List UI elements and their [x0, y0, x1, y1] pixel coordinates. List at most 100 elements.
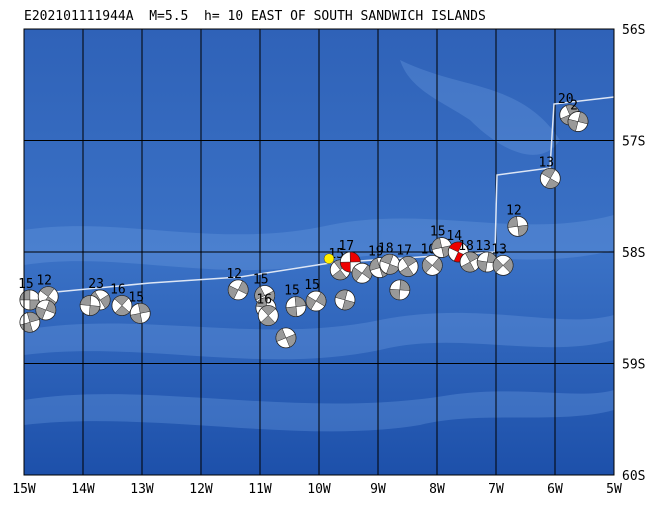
depth-label: 13: [491, 242, 507, 257]
depth-label: 19: [368, 245, 384, 260]
compression-quadrant: [517, 224, 529, 237]
compression-quadrant: [351, 266, 363, 282]
compression-quadrant: [254, 286, 266, 301]
focal-mechanism: [351, 262, 373, 284]
compression-quadrant: [334, 289, 348, 301]
lon-label: 5W: [606, 482, 622, 497]
compression-quadrant: [342, 299, 355, 311]
compression-quadrant: [79, 295, 92, 306]
lon-label: 9W: [370, 482, 386, 497]
depth-label: 23: [88, 277, 104, 292]
depth-label: 2: [570, 99, 578, 114]
depth-label: 18: [378, 241, 394, 256]
lon-label: 15W: [12, 482, 36, 497]
compression-quadrant: [507, 216, 519, 228]
map-frame: [23, 28, 615, 476]
focal-mechanism: 15: [128, 290, 151, 324]
focal-mechanism: 2: [567, 99, 589, 132]
compression-quadrant: [422, 258, 433, 274]
focal-mechanism: 13: [538, 155, 561, 189]
depth-label: 13: [475, 239, 491, 254]
compression-quadrant: [19, 289, 31, 301]
map-title: E202101111944A M=5.5 h= 10 EAST OF SOUTH…: [24, 9, 486, 24]
focal-mechanism: [275, 327, 297, 349]
depth-label: 15: [284, 284, 300, 299]
compression-quadrant: [399, 266, 414, 277]
depth-label: 17: [396, 243, 412, 258]
depth-label: 15: [253, 272, 269, 287]
focal-mechanism: 13: [491, 242, 514, 276]
focal-mechanism: 15: [18, 277, 41, 311]
focal-mechanism: 15: [430, 225, 453, 258]
focal-mechanism: 13: [475, 239, 498, 273]
lat-label: 58S: [622, 246, 645, 261]
compression-quadrant: [255, 297, 268, 309]
focal-mechanism: 17: [396, 243, 419, 277]
epicenter: [323, 253, 335, 264]
compression-quadrant: [39, 286, 55, 297]
lon-label: 12W: [189, 482, 213, 497]
compression-quadrant: [35, 306, 47, 320]
focal-mechanism: [19, 311, 41, 333]
compression-quadrant: [294, 296, 307, 307]
compression-quadrant: [340, 261, 351, 273]
compression-quadrant: [399, 279, 411, 291]
lat-label: 60S: [622, 469, 645, 484]
focal-mechanism: 12: [506, 203, 529, 237]
depth-label: 16: [110, 283, 126, 298]
focal-mechanism: [334, 289, 356, 311]
depth-label: 15: [430, 225, 446, 240]
focal-mechanism: 16: [256, 293, 279, 326]
focal-mechanism: 16: [110, 283, 133, 316]
compression-quadrant: [349, 251, 361, 263]
depth-label: 15: [18, 277, 34, 292]
compression-quadrant: [431, 237, 443, 250]
compression-quadrant: [402, 256, 417, 267]
compression-quadrant: [305, 295, 317, 310]
compression-quadrant: [389, 288, 401, 301]
depth-label: 13: [538, 155, 554, 170]
compression-quadrant: [285, 306, 298, 317]
lon-label: 14W: [71, 482, 95, 497]
focal-mechanism: 15: [284, 284, 307, 318]
depth-label: 18: [458, 239, 474, 254]
lat-label: 57S: [622, 135, 645, 150]
depth-label: 12: [506, 203, 522, 218]
focal-mechanism: 18: [378, 241, 401, 275]
compression-quadrant: [275, 328, 287, 342]
compression-quadrant: [19, 321, 33, 333]
lon-label: 7W: [488, 482, 504, 497]
compression-quadrant: [565, 104, 580, 116]
compression-quadrant: [431, 257, 443, 273]
compression-quadrant: [227, 285, 239, 300]
focal-mechanism: 17: [338, 239, 361, 273]
compression-quadrant: [460, 261, 476, 273]
compression-quadrant: [130, 313, 143, 324]
compression-quadrant: [567, 118, 579, 132]
plate-boundary: [23, 96, 615, 296]
focal-mechanism: 12: [226, 267, 249, 301]
focal-mechanism: [389, 279, 411, 301]
depth-label: 12: [226, 267, 242, 282]
compression-quadrant: [448, 241, 463, 253]
lat-label: 56S: [622, 23, 645, 38]
depth-label: 17: [338, 239, 354, 254]
compression-quadrant: [502, 258, 514, 273]
compression-quadrant: [315, 292, 327, 307]
compression-quadrant: [114, 305, 130, 316]
compression-quadrant: [99, 294, 111, 309]
focal-mechanism: [79, 295, 101, 316]
compression-quadrant: [369, 257, 381, 271]
compression-quadrant: [114, 295, 129, 306]
compression-quadrant: [260, 315, 276, 326]
compression-quadrant: [492, 257, 504, 273]
lat-label: 59S: [622, 358, 645, 373]
compression-quadrant: [261, 305, 276, 316]
depth-label: 15: [304, 278, 320, 293]
focal-mechanism: [35, 299, 57, 321]
depth-label: 16: [256, 293, 272, 308]
lon-label: 6W: [547, 482, 563, 497]
compression-quadrant: [88, 305, 101, 316]
